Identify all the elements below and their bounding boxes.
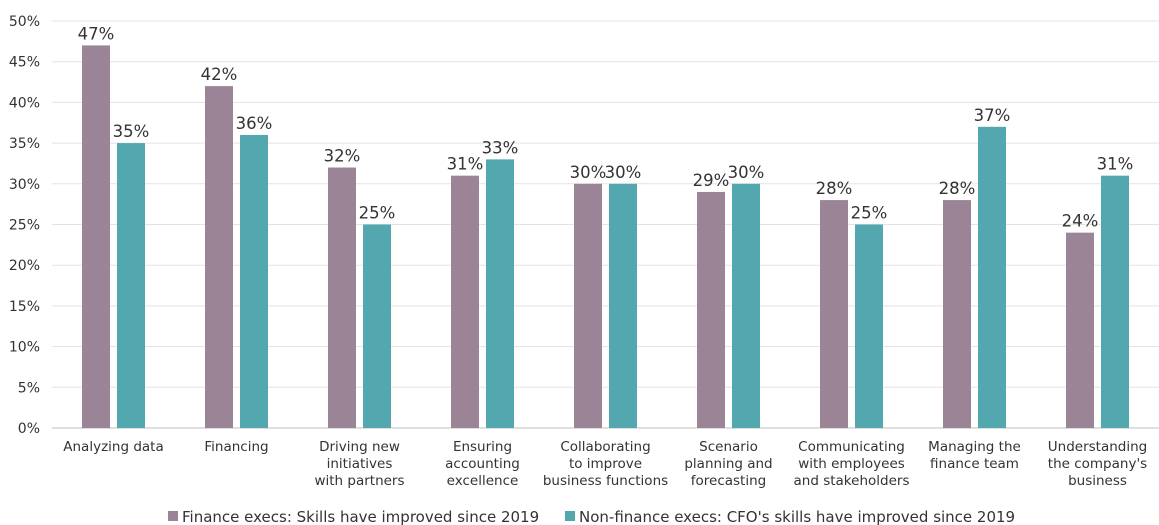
legend-swatch bbox=[565, 511, 575, 521]
legend-swatch bbox=[168, 511, 178, 521]
category-label: Scenario planning and forecasting bbox=[684, 439, 772, 489]
bar-series-1 bbox=[574, 183, 602, 428]
data-label: 33% bbox=[482, 138, 519, 157]
data-labels: 47%42%32% 31% 30% 29% 28% 28%24%35% 36%25%33%3… bbox=[78, 24, 1134, 230]
bar-series-1 bbox=[82, 45, 110, 429]
y-tick-label: 40% bbox=[9, 95, 40, 111]
y-axis-ticks: 0% 5% 10% 15% 20% 25% 30% 35% 40% 45% 50% bbox=[9, 14, 40, 437]
bar-series-2 bbox=[1101, 175, 1129, 428]
category-label: Communicating with employees and stakehold… bbox=[794, 439, 910, 489]
data-label: 37% bbox=[974, 106, 1011, 125]
data-label: 29% bbox=[693, 171, 730, 190]
y-tick-label: 30% bbox=[9, 177, 40, 193]
x-axis-categories: Analyzing data Financing Driving new initia… bbox=[63, 439, 1147, 489]
bar-series-2 bbox=[486, 159, 514, 428]
data-label: 25% bbox=[359, 204, 396, 223]
data-label: 32% bbox=[324, 147, 361, 166]
bar-series-2 bbox=[117, 143, 145, 428]
bar-series-1 bbox=[1066, 232, 1094, 428]
legend: Finance execs: Skills have improved sinc… bbox=[168, 508, 1015, 525]
bar-series-2 bbox=[240, 134, 268, 428]
data-label: 30% bbox=[570, 163, 607, 182]
y-tick-label: 35% bbox=[9, 136, 40, 152]
data-label: 28% bbox=[816, 179, 853, 198]
bar-series-1 bbox=[820, 200, 848, 428]
bar-series-2 bbox=[363, 224, 391, 428]
y-tick-label: 25% bbox=[9, 218, 40, 234]
y-tick-label: 45% bbox=[9, 55, 40, 71]
category-label: Collaborating to improve business function… bbox=[543, 439, 668, 489]
y-tick-label: 5% bbox=[18, 380, 40, 396]
legend-label: Finance execs: Skills have improved sinc… bbox=[182, 508, 539, 525]
category-label: Understanding the company's business bbox=[1048, 439, 1147, 489]
data-label: 36% bbox=[236, 114, 273, 133]
bar-series-1 bbox=[943, 200, 971, 428]
data-label: 30% bbox=[728, 163, 765, 182]
bar-series-2 bbox=[609, 183, 637, 428]
category-label: Ensuring accounting excellence bbox=[445, 439, 520, 489]
bar-series-2 bbox=[732, 183, 760, 428]
bar-series-1 bbox=[205, 86, 233, 429]
y-tick-label: 50% bbox=[9, 14, 40, 30]
data-label: 42% bbox=[201, 65, 238, 84]
gridlines bbox=[52, 20, 1159, 429]
y-tick-label: 15% bbox=[9, 299, 40, 315]
data-label: 25% bbox=[851, 204, 888, 223]
bar-series-1 bbox=[697, 191, 725, 428]
bar-series-2 bbox=[978, 126, 1006, 428]
category-label: Analyzing data bbox=[63, 439, 163, 455]
bar-series-2 bbox=[855, 224, 883, 428]
data-label: 31% bbox=[447, 155, 484, 174]
legend-label: Non-finance execs: CFO's skills have imp… bbox=[579, 508, 1015, 525]
bar-series-1 bbox=[451, 175, 479, 428]
y-tick-label: 0% bbox=[18, 421, 40, 437]
bars bbox=[82, 45, 1129, 429]
data-label: 35% bbox=[113, 122, 150, 141]
category-label: Financing bbox=[204, 439, 268, 455]
data-label: 28% bbox=[939, 179, 976, 198]
data-label: 47% bbox=[78, 24, 115, 43]
data-label: 31% bbox=[1097, 155, 1134, 174]
data-label: 24% bbox=[1062, 212, 1099, 231]
category-label: Managing the finance team bbox=[928, 439, 1021, 472]
category-label: Driving new initiatives with partners bbox=[314, 439, 404, 489]
y-tick-label: 20% bbox=[9, 258, 40, 274]
data-label: 30% bbox=[605, 163, 642, 182]
bar-series-1 bbox=[328, 167, 356, 428]
y-tick-label: 10% bbox=[9, 340, 40, 356]
